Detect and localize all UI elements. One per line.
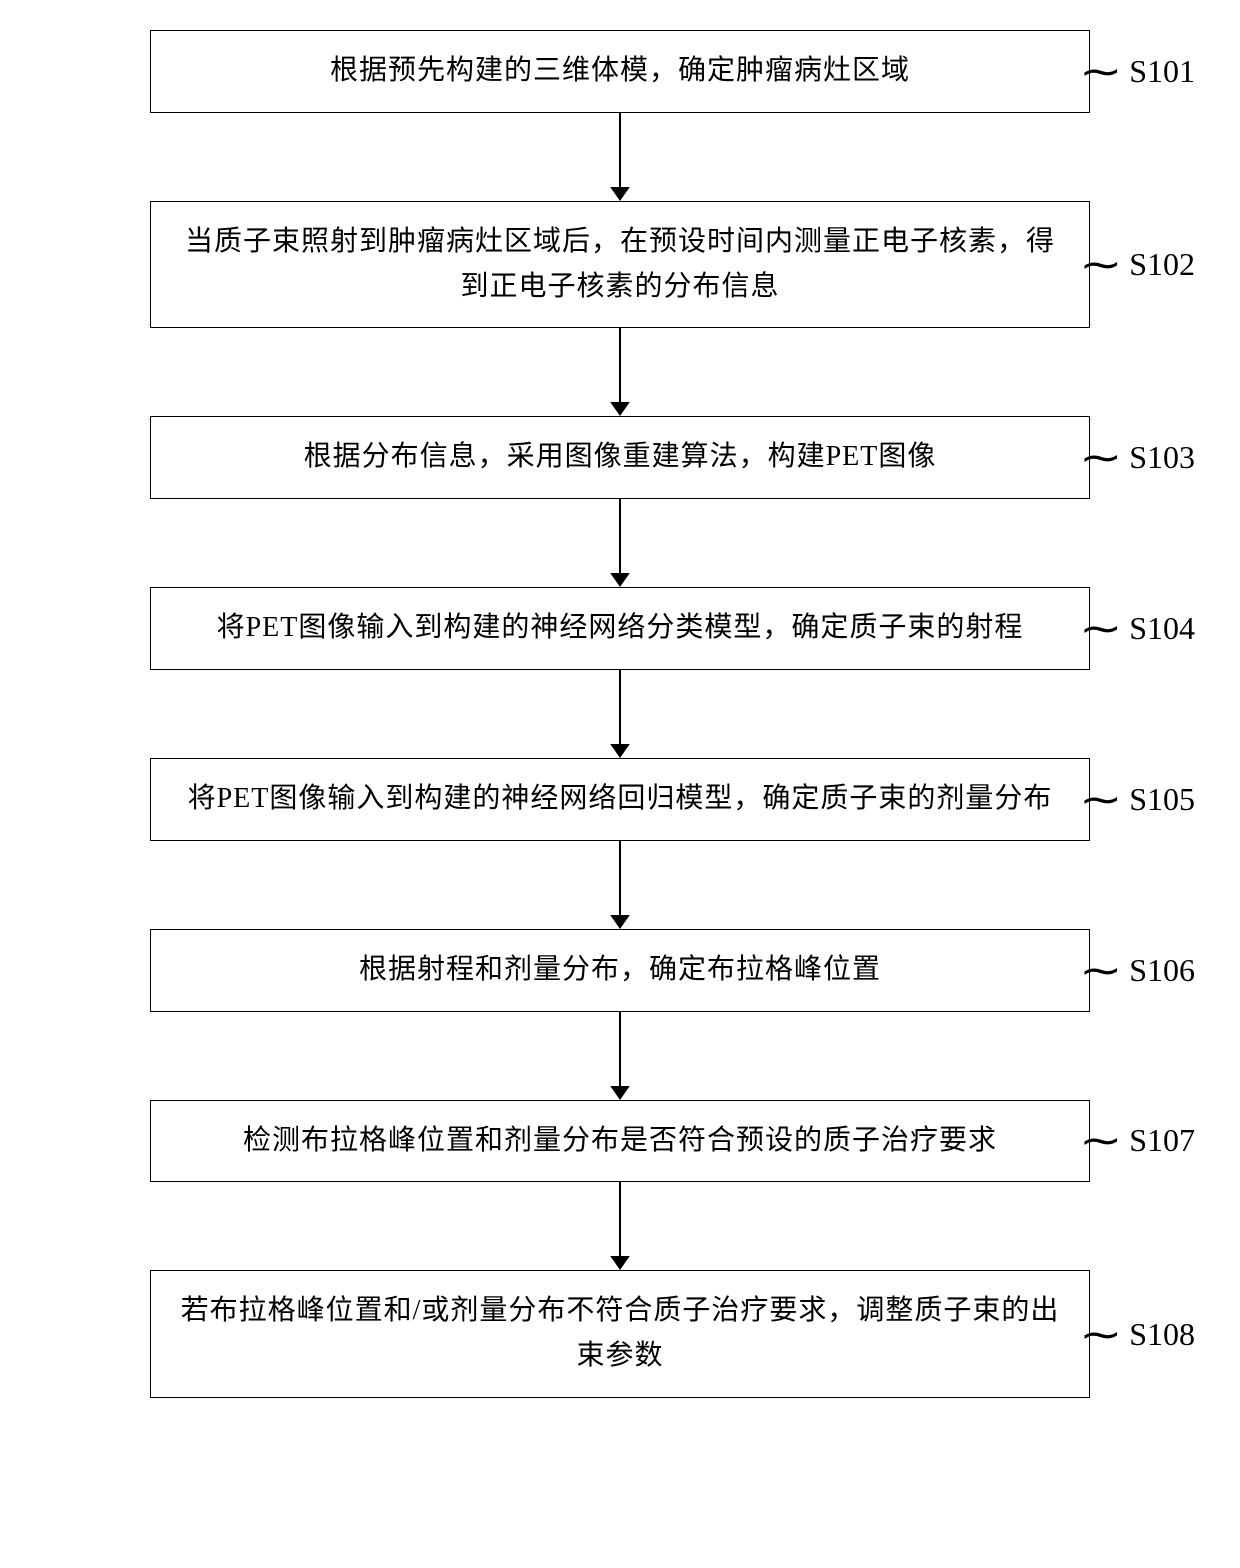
step-label-text: S102	[1129, 246, 1195, 283]
tilde-symbol: ∼	[1079, 947, 1123, 994]
arrow-wrapper	[0, 1012, 1240, 1100]
step-label: ∼S102	[1084, 241, 1195, 288]
tilde-symbol: ∼	[1079, 241, 1123, 288]
tilde-symbol: ∼	[1079, 434, 1123, 481]
step-row: 根据射程和剂量分布，确定布拉格峰位置∼S106	[0, 929, 1240, 1012]
step-row: 将PET图像输入到构建的神经网络回归模型，确定质子束的剂量分布∼S105	[0, 758, 1240, 841]
step-label: ∼S101	[1084, 48, 1195, 95]
arrow-wrapper	[0, 670, 1240, 758]
flow-arrow	[605, 1182, 635, 1270]
flowchart-container: 根据预先构建的三维体模，确定肿瘤病灶区域∼S101当质子束照射到肿瘤病灶区域后，…	[0, 30, 1240, 1398]
flow-arrow	[605, 328, 635, 416]
step-box: 当质子束照射到肿瘤病灶区域后，在预设时间内测量正电子核素，得到正电子核素的分布信…	[150, 201, 1090, 329]
step-label-text: S101	[1129, 53, 1195, 90]
arrow-wrapper	[0, 499, 1240, 587]
flow-arrow	[605, 113, 635, 201]
step-row: 若布拉格峰位置和/或剂量分布不符合质子治疗要求，调整质子束的出束参数∼S108	[0, 1270, 1240, 1398]
tilde-symbol: ∼	[1079, 48, 1123, 95]
step-label: ∼S108	[1084, 1311, 1195, 1358]
tilde-symbol: ∼	[1079, 776, 1123, 823]
flow-arrow	[605, 499, 635, 587]
step-box: 将PET图像输入到构建的神经网络分类模型，确定质子束的射程	[150, 587, 1090, 670]
arrow-wrapper	[0, 841, 1240, 929]
step-row: 将PET图像输入到构建的神经网络分类模型，确定质子束的射程∼S104	[0, 587, 1240, 670]
step-label: ∼S104	[1084, 605, 1195, 652]
tilde-symbol: ∼	[1079, 1311, 1123, 1358]
arrow-wrapper	[0, 1182, 1240, 1270]
flow-arrow	[605, 670, 635, 758]
step-box: 若布拉格峰位置和/或剂量分布不符合质子治疗要求，调整质子束的出束参数	[150, 1270, 1090, 1398]
tilde-symbol: ∼	[1079, 1117, 1123, 1164]
step-row: 当质子束照射到肿瘤病灶区域后，在预设时间内测量正电子核素，得到正电子核素的分布信…	[0, 201, 1240, 329]
step-row: 根据预先构建的三维体模，确定肿瘤病灶区域∼S101	[0, 30, 1240, 113]
arrow-wrapper	[0, 328, 1240, 416]
step-box: 根据射程和剂量分布，确定布拉格峰位置	[150, 929, 1090, 1012]
step-label-text: S108	[1129, 1316, 1195, 1353]
step-label-text: S104	[1129, 610, 1195, 647]
step-label-text: S105	[1129, 781, 1195, 818]
step-row: 根据分布信息，采用图像重建算法，构建PET图像∼S103	[0, 416, 1240, 499]
step-label: ∼S106	[1084, 947, 1195, 994]
step-label: ∼S107	[1084, 1117, 1195, 1164]
step-label-text: S106	[1129, 952, 1195, 989]
flow-arrow	[605, 841, 635, 929]
step-label-text: S103	[1129, 439, 1195, 476]
step-label: ∼S105	[1084, 776, 1195, 823]
tilde-symbol: ∼	[1079, 605, 1123, 652]
step-box: 将PET图像输入到构建的神经网络回归模型，确定质子束的剂量分布	[150, 758, 1090, 841]
arrow-wrapper	[0, 113, 1240, 201]
flow-arrow	[605, 1012, 635, 1100]
step-label-text: S107	[1129, 1122, 1195, 1159]
step-label: ∼S103	[1084, 434, 1195, 481]
step-box: 检测布拉格峰位置和剂量分布是否符合预设的质子治疗要求	[150, 1100, 1090, 1183]
step-box: 根据预先构建的三维体模，确定肿瘤病灶区域	[150, 30, 1090, 113]
step-row: 检测布拉格峰位置和剂量分布是否符合预设的质子治疗要求∼S107	[0, 1100, 1240, 1183]
step-box: 根据分布信息，采用图像重建算法，构建PET图像	[150, 416, 1090, 499]
